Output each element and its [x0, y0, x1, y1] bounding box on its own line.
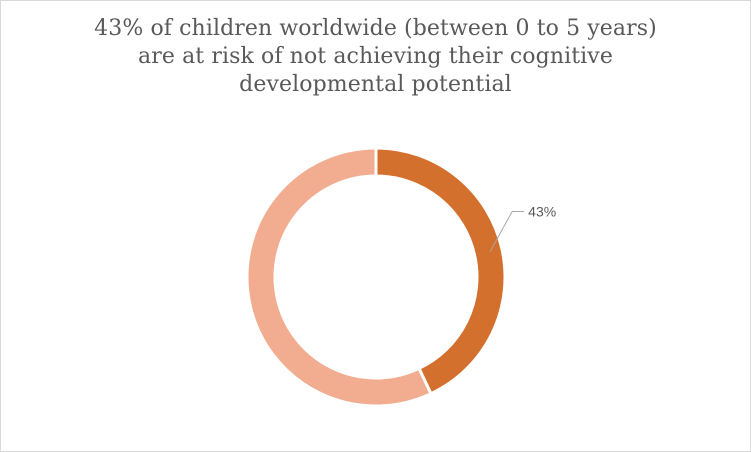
data-labels: 43% — [489, 203, 556, 252]
chart-title-line-3: developmental potential — [239, 72, 512, 97]
donut-slice-not-at-risk — [245, 146, 433, 408]
chart-title: 43% of children worldwide (between 0 to … — [1, 15, 750, 99]
data-label-leader-line — [489, 210, 525, 252]
data-label: 43% — [528, 203, 556, 219]
chart-title-line-1: 43% of children worldwide (between 0 to … — [94, 16, 657, 41]
donut-slice-at-risk — [374, 146, 507, 396]
donut-slices — [245, 146, 507, 408]
chart-title-line-2: are at risk of not achieving their cogni… — [138, 44, 613, 69]
